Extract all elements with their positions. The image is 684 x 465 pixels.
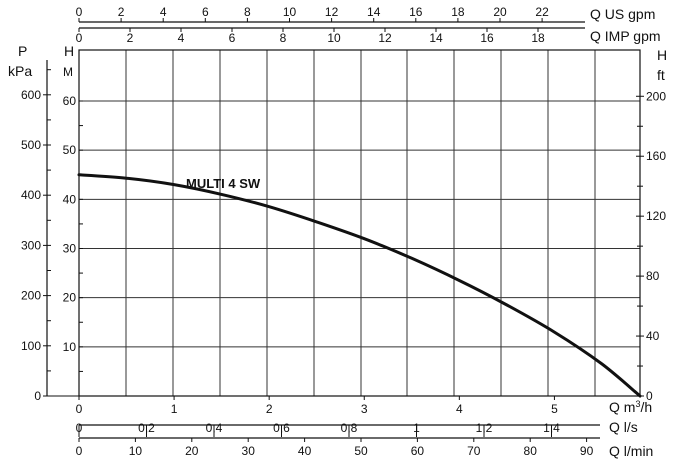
top-imp-axis-title: Q IMP gpm (590, 28, 661, 44)
x-ls-tick-label-3: 0,6 (273, 421, 290, 435)
head-right-tick-label-1: 40 (646, 329, 660, 343)
head-left-tick-label-5: 60 (63, 94, 77, 108)
top-imp-tick-label-1: 2 (127, 31, 134, 45)
pressure-axis-unit: kPa (8, 63, 32, 79)
x-ls-tick-label-4: 0,8 (341, 421, 358, 435)
head-right-tick-label-2: 80 (646, 269, 660, 283)
pressure-tick-label-2: 200 (21, 289, 41, 303)
head-right-axis-unit: ft (657, 67, 665, 83)
x-ls-tick-label-6: 1,2 (476, 421, 493, 435)
x-lmin-tick-label-1: 10 (129, 444, 143, 458)
head-right-tick-label-0: 0 (646, 389, 653, 403)
head-right-tick-label-3: 120 (646, 209, 666, 223)
x-lmin-tick-label-8: 80 (524, 444, 538, 458)
head-left-tick-label-0: 10 (63, 340, 77, 354)
x-main-tick-label-0: 0 (76, 402, 83, 416)
x-ls-axis-title: Q l/s (609, 419, 638, 435)
x-lmin-tick-label-7: 70 (467, 444, 481, 458)
curve-multi-4-sw (77, 173, 642, 398)
x-main-tick-label-1: 1 (171, 402, 178, 416)
x-ls-tick-label-0: 0 (76, 421, 83, 435)
head-left-tick-label-2: 30 (63, 242, 77, 256)
top-us-tick-label-1: 2 (118, 5, 125, 19)
head-left-tick-label-3: 40 (63, 192, 77, 206)
head-left-tick-label-1: 20 (63, 291, 77, 305)
x-ls-tick-label-5: 1 (413, 421, 420, 435)
head-right-tick-label-4: 160 (646, 149, 666, 163)
curve-label: MULTI 4 SW (186, 176, 261, 191)
top-us-tick-label-9: 18 (451, 5, 465, 19)
top-imp-tick-label-2: 4 (178, 31, 185, 45)
pressure-axis-symbol: P (18, 43, 27, 59)
top-imp-tick-label-4: 8 (280, 31, 287, 45)
pressure-tick-label-6: 600 (21, 88, 41, 102)
top-imp-tick-label-3: 6 (229, 31, 236, 45)
x-ls-tick-label-7: 1,4 (543, 421, 560, 435)
grid-layer (79, 50, 640, 397)
top-imp-tick-label-9: 18 (531, 31, 545, 45)
head-left-axis-symbol: H (64, 43, 74, 59)
x-lmin-tick-label-3: 30 (242, 444, 256, 458)
top-us-tick-label-0: 0 (76, 5, 83, 19)
top-us-tick-label-3: 6 (202, 5, 209, 19)
head-left-axis-unit: M (63, 65, 73, 79)
head-right-axis-symbol: H (657, 47, 667, 63)
pressure-tick-label-0: 0 (34, 389, 41, 403)
x-lmin-tick-label-4: 40 (298, 444, 312, 458)
head-right-tick-label-5: 200 (646, 89, 666, 103)
top-imp-tick-label-5: 10 (327, 31, 341, 45)
pressure-tick-label-5: 500 (21, 138, 41, 152)
top-us-tick-label-7: 14 (367, 5, 381, 19)
ticks-layer: 0 2 4 6 8 10 12 14 16 18 20 220 2 4 6 8 10 12 14 16 18010020… (21, 5, 666, 458)
top-imp-tick-label-0: 0 (76, 31, 83, 45)
x-lmin-tick-label-5: 50 (354, 444, 368, 458)
x-ls-tick-label-1: 0,2 (138, 421, 155, 435)
x-main-tick-label-3: 3 (361, 402, 368, 416)
pressure-tick-label-1: 100 (21, 339, 41, 353)
x-lmin-tick-label-9: 90 (580, 444, 594, 458)
x-lmin-tick-label-6: 60 (411, 444, 425, 458)
x-main-tick-label-4: 4 (456, 402, 463, 416)
top-imp-tick-label-8: 16 (480, 31, 494, 45)
top-us-tick-label-6: 12 (325, 5, 339, 19)
x-lmin-tick-label-0: 0 (76, 444, 83, 458)
head-left-tick-label-4: 50 (63, 143, 77, 157)
pressure-tick-label-3: 300 (21, 238, 41, 252)
top-us-tick-label-2: 4 (160, 5, 167, 19)
top-us-axis-title: Q US gpm (590, 6, 655, 22)
plot-frame (78, 49, 641, 397)
top-us-tick-label-11: 22 (535, 5, 549, 19)
x-main-tick-label-5: 5 (551, 402, 558, 416)
top-us-tick-label-10: 20 (493, 5, 507, 19)
x-lmin-axis-title: Q l/min (609, 443, 653, 459)
top-imp-tick-label-7: 14 (429, 31, 443, 45)
x-main-axis-title: Q m3/h (609, 399, 652, 415)
x-ls-tick-label-2: 0,4 (206, 421, 223, 435)
top-imp-tick-label-6: 12 (378, 31, 392, 45)
top-us-tick-label-8: 16 (409, 5, 423, 19)
pressure-tick-label-4: 400 (21, 188, 41, 202)
top-us-tick-label-4: 8 (244, 5, 251, 19)
axes-layer (46, 21, 600, 439)
top-us-tick-label-5: 10 (283, 5, 297, 19)
x-lmin-tick-label-2: 20 (185, 444, 199, 458)
x-main-tick-label-2: 2 (266, 402, 273, 416)
